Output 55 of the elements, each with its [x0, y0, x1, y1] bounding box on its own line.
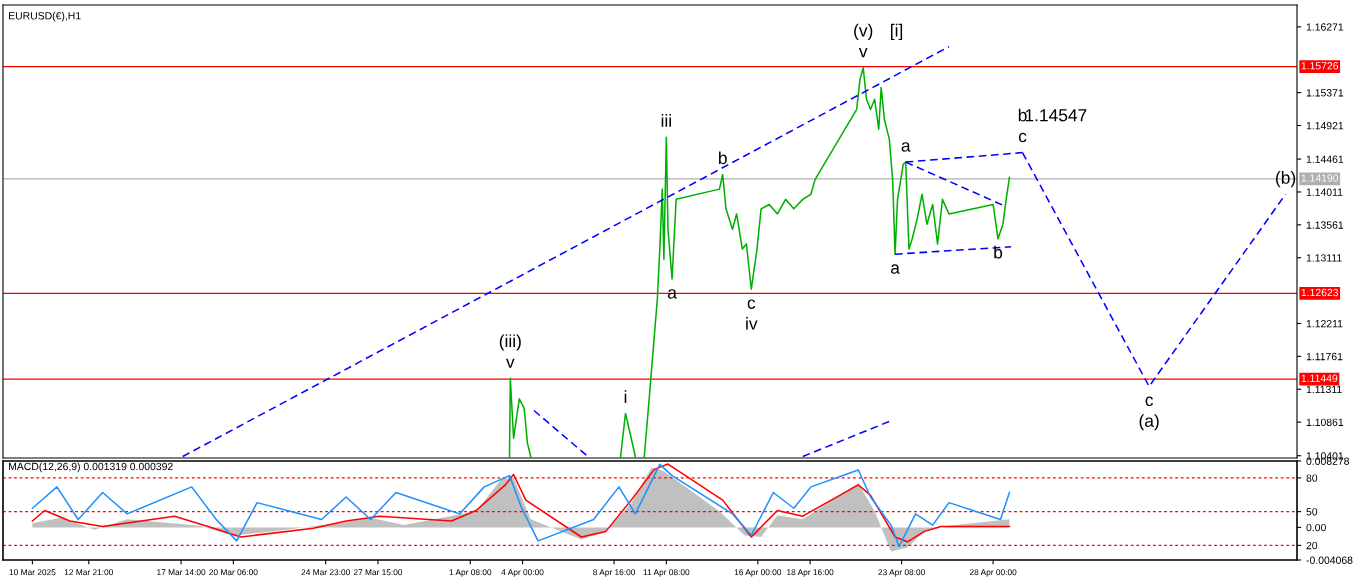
x-tick-label: 23 Apr 08:00 — [878, 569, 925, 577]
annotation: iii — [661, 114, 671, 127]
y-tick-label: 1.16271 — [1306, 23, 1344, 31]
ref-line-label: 1.11449 — [1301, 374, 1338, 382]
y-tick-label: 1.13561 — [1306, 221, 1344, 229]
y-tick-label: 1.14461 — [1306, 155, 1344, 163]
annotation: b — [994, 245, 1003, 259]
annotation: c — [1145, 396, 1154, 407]
annotation: c — [1018, 132, 1027, 143]
ref-line-label: 1.15726 — [1301, 62, 1339, 70]
annotation: (iii) — [499, 334, 521, 351]
annotation: i — [624, 390, 627, 403]
y-tick-label: 1.10861 — [1306, 418, 1344, 426]
y-tick-label: 1.11311 — [1306, 385, 1342, 394]
text: EURUSD(€),H1 — [9, 11, 81, 22]
y2-tick-label: -0.004068 — [1306, 556, 1353, 564]
x-tick-label: 8 Apr 16:00 — [593, 569, 636, 577]
x-tick-label: 12 Mar 21:00 — [64, 569, 114, 576]
annotation: (a) — [1139, 414, 1159, 431]
x-tick-label: 4 Apr 00:00 — [501, 569, 544, 577]
y2-tick-label: 0.00 — [1306, 523, 1326, 532]
y-tick-label: 80 — [1306, 474, 1318, 482]
y-tick-label: 1.11761 — [1306, 352, 1343, 361]
ref-line-label: 1.14190 — [1301, 174, 1339, 182]
annotation: a — [890, 264, 900, 274]
annotation: (v) — [854, 23, 873, 41]
y-tick-label: 20 — [1306, 541, 1318, 550]
annotation: iv — [746, 317, 758, 330]
chart-title: MACD(12,26,9) 0.001319 0.000392 — [9, 462, 173, 473]
y-tick-label: 1.14921 — [1306, 121, 1344, 130]
y-tick-label: 1.14011 — [1306, 188, 1343, 196]
y-tick-label: 1.13111 — [1306, 254, 1342, 262]
annotation: c — [747, 299, 756, 309]
annotation: (b) — [1276, 171, 1296, 188]
x-tick-label: 18 Apr 16:00 — [787, 569, 834, 577]
y-tick-label: 50 — [1306, 508, 1318, 516]
x-tick-label: 11 Apr 08:00 — [643, 569, 690, 577]
x-tick-label: 24 Mar 23:00 — [301, 569, 350, 576]
y-tick-label: 1.12211 — [1306, 319, 1343, 328]
x-tick-label: 28 Apr 00:00 — [969, 569, 1017, 577]
annotation: 1.14547 — [1025, 109, 1087, 122]
x-tick-label: 20 Mar 06:00 — [209, 569, 258, 576]
annotation: [i] — [891, 23, 903, 41]
ref-line-label: 1.12623 — [1301, 288, 1339, 297]
x-tick-label: 1 Apr 08:00 — [449, 569, 492, 577]
annotation: a — [901, 142, 911, 152]
x-tick-label: 17 Mar 14:00 — [157, 569, 206, 576]
annotation: b — [1018, 108, 1027, 122]
annotation: v — [858, 48, 868, 58]
y-tick-label: 1.15371 — [1306, 89, 1344, 97]
x-tick-label: 10 Mar 2025 — [9, 569, 56, 576]
x-tick-label: 16 Apr 00:00 — [734, 569, 782, 577]
x-tick-label: 27 Mar 15:00 — [353, 569, 403, 576]
annotation: b — [719, 151, 727, 165]
annotation: v — [506, 358, 515, 368]
